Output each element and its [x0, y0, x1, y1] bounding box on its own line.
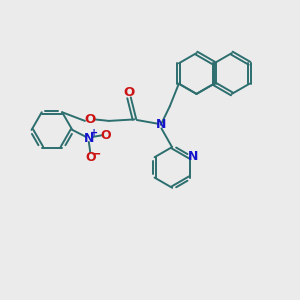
Text: N: N	[84, 132, 94, 145]
Text: O: O	[85, 113, 96, 126]
Text: +: +	[90, 128, 98, 138]
Text: −: −	[91, 147, 102, 161]
Text: N: N	[188, 150, 199, 163]
Text: N: N	[156, 118, 166, 131]
Text: O: O	[100, 128, 111, 142]
Text: O: O	[85, 151, 96, 164]
Text: O: O	[123, 86, 135, 99]
